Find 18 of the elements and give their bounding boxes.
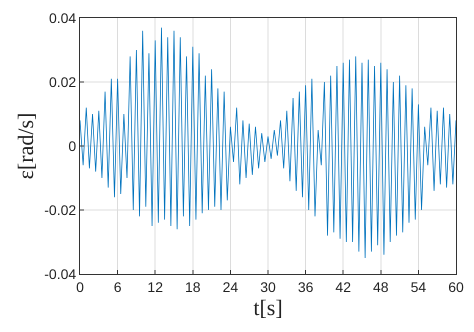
x-tick-label: 30 xyxy=(260,278,276,295)
y-tick-label: 0.02 xyxy=(48,74,76,90)
y-tick-label: 0 xyxy=(68,138,76,154)
line-series xyxy=(80,27,456,258)
y-axis-title: ε[rad/s] xyxy=(13,112,38,180)
y-tick-label: -0.02 xyxy=(44,202,76,218)
y-tick-label: 0.04 xyxy=(48,10,76,26)
x-tick-label: 36 xyxy=(298,278,314,295)
x-tick-label: 24 xyxy=(222,278,238,295)
x-tick-label: 60 xyxy=(448,278,464,295)
y-tick-label: -0.04 xyxy=(44,266,76,282)
x-tick-label: 42 xyxy=(335,278,352,295)
x-axis-title: t[s] xyxy=(253,294,283,320)
x-tick-label: 48 xyxy=(373,278,389,295)
x-tick-label: 18 xyxy=(185,278,201,295)
x-tick-label: 12 xyxy=(147,278,164,295)
x-tick-label: 54 xyxy=(410,278,426,295)
x-tick-label: 6 xyxy=(114,278,122,295)
